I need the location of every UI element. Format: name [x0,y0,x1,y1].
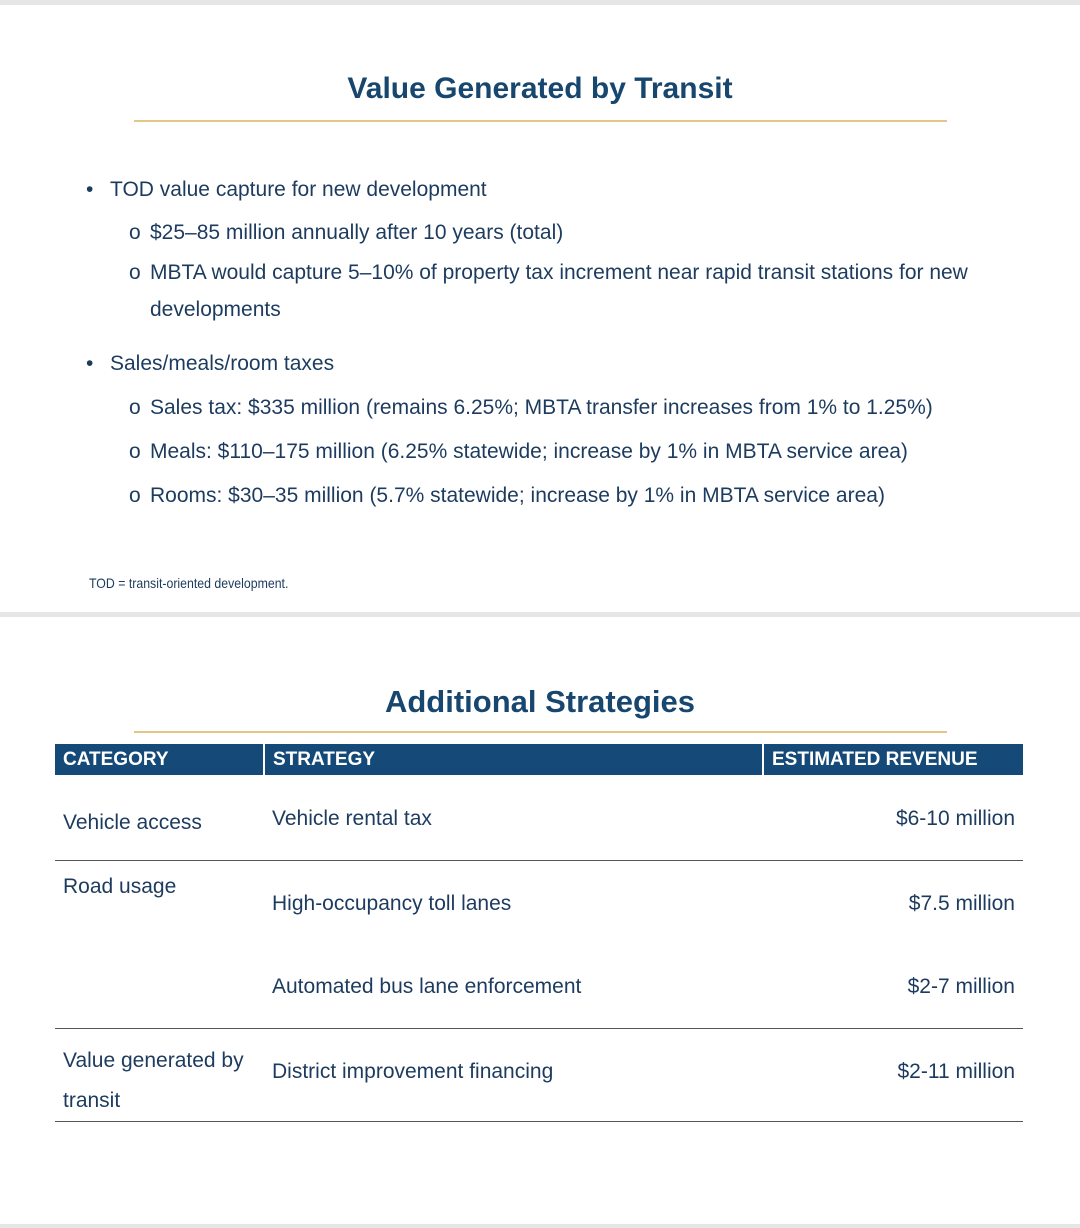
header-revenue: ESTIMATED REVENUE [762,744,1023,775]
title-rule [134,120,947,122]
sub-bullet-item-continued: developments [150,298,281,321]
sub-bullet-icon: o [129,261,141,284]
category-cell: Vehicle access [55,775,264,861]
slide-divider [0,0,1080,5]
sub-bullet-icon: o [129,221,141,244]
strategy-cell: Automated bus lane enforcement [264,944,763,1029]
bullet-icon: • [86,352,94,375]
strategy-cell: Vehicle rental tax [264,775,763,861]
sub-bullet-item: Rooms: $30–35 million (5.7% statewide; i… [150,484,885,507]
footnote: TOD = transit-oriented development. [89,575,289,591]
table-row: Automated bus lane enforcement $2-7 mill… [55,944,1023,1029]
sub-bullet-icon: o [129,440,141,463]
revenue-cell: $2-11 million [763,1028,1023,1122]
category-cell: Road usage [63,874,177,898]
slide-divider [0,612,1080,617]
slide-title: Value Generated by Transit [347,72,733,105]
revenue-cell: $6-10 million [763,775,1023,861]
revenue-cell: $7.5 million [908,891,1015,915]
sub-bullet-icon: o [129,396,141,419]
header-strategy: STRATEGY [263,744,763,775]
slide-divider [0,1224,1080,1228]
bullet-item: Sales/meals/room taxes [110,352,335,375]
table-row: Vehicle access Vehicle rental tax $6-10 … [55,775,1023,861]
revenue-cell: $2-7 million [763,944,1023,1029]
strategies-table: CATEGORY STRATEGY ESTIMATED REVENUE Vehi… [55,744,1023,1122]
header-category: CATEGORY [55,744,264,775]
strategy-cell: High-occupancy toll lanes [272,891,512,915]
strategy-cell: District improvement financing [264,1028,763,1122]
bullet-item: TOD value capture for new development [110,178,487,201]
sub-bullet-icon: o [129,484,141,507]
table-row: Road usage High-occupancy toll lanes $7.… [55,860,1023,944]
title-rule [134,731,947,733]
slide-title: Additional Strategies [384,684,696,719]
table-row: Value generated by transit District impr… [55,1028,1023,1122]
sub-bullet-item: Sales tax: $335 million (remains 6.25%; … [150,396,933,419]
bullet-icon: • [86,178,94,201]
sub-bullet-item: $25–85 million annually after 10 years (… [150,221,564,244]
category-cell: Value generated by transit [55,1028,264,1122]
sub-bullet-item: Meals: $110–175 million (6.25% statewide… [150,440,908,463]
category-cell [55,944,264,1029]
table-header-row: CATEGORY STRATEGY ESTIMATED REVENUE [55,744,1023,775]
sub-bullet-item: MBTA would capture 5–10% of property tax… [150,261,968,284]
